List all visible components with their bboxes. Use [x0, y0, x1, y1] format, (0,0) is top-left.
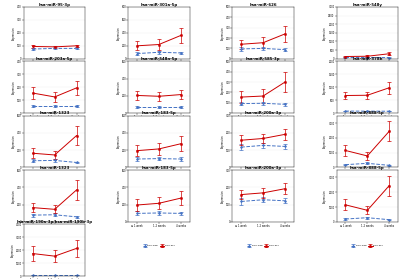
- Legend: PPCS-Neg, PPCS-Pos: PPCS-Neg, PPCS-Pos: [351, 190, 384, 192]
- Y-axis label: Expression: Expression: [116, 26, 120, 40]
- Title: hsa-miR-626: hsa-miR-626: [249, 3, 277, 7]
- Title: hsa-miR-888-5p: hsa-miR-888-5p: [350, 111, 385, 115]
- Title: hsa-miR-888-5p: hsa-miR-888-5p: [350, 166, 385, 170]
- Y-axis label: Expression: Expression: [12, 26, 16, 40]
- Title: hsa-miR-585-3p: hsa-miR-585-3p: [246, 57, 280, 61]
- Legend: PPCS-Neg, PPCS-Pos: PPCS-Neg, PPCS-Pos: [38, 245, 71, 246]
- Title: hsa-miR-378h: hsa-miR-378h: [352, 57, 382, 61]
- Legend: PPCS-Neg, PPCS-Pos: PPCS-Neg, PPCS-Pos: [247, 245, 280, 246]
- Y-axis label: Expression: Expression: [12, 80, 16, 94]
- Title: hsa-miR-95-3p: hsa-miR-95-3p: [39, 3, 70, 7]
- Title: hsa-miR-183-5p: hsa-miR-183-5p: [142, 166, 176, 170]
- Legend: PPCS-Neg, PPCS-Pos: PPCS-Neg, PPCS-Pos: [142, 82, 175, 83]
- Legend: PPCS-Neg, PPCS-Pos: PPCS-Neg, PPCS-Pos: [38, 190, 71, 192]
- Y-axis label: Expression: Expression: [116, 135, 120, 148]
- Title: hsa-miR-548n-5p: hsa-miR-548n-5p: [140, 57, 178, 61]
- Legend: PPCS-Neg, PPCS-Pos: PPCS-Neg, PPCS-Pos: [142, 136, 175, 138]
- Y-axis label: Expression: Expression: [323, 189, 327, 203]
- Title: hsa-miR-190a-3p/hsa-miR-190b-3p: hsa-miR-190a-3p/hsa-miR-190b-3p: [17, 220, 93, 224]
- Y-axis label: Expression: Expression: [220, 26, 224, 40]
- Y-axis label: Expression: Expression: [220, 135, 224, 148]
- Legend: PPCS-Neg, PPCS-Pos: PPCS-Neg, PPCS-Pos: [351, 136, 384, 138]
- Y-axis label: Expression: Expression: [12, 189, 16, 203]
- Y-axis label: Expression: Expression: [323, 135, 327, 148]
- Legend: PPCS-Neg, PPCS-Pos: PPCS-Neg, PPCS-Pos: [247, 82, 280, 83]
- Y-axis label: Expression: Expression: [323, 26, 327, 40]
- Y-axis label: Expression: Expression: [323, 80, 327, 94]
- Y-axis label: Expression: Expression: [12, 135, 16, 148]
- Legend: PPCS-Neg, PPCS-Pos: PPCS-Neg, PPCS-Pos: [351, 82, 384, 83]
- Y-axis label: Expression: Expression: [10, 244, 14, 257]
- Title: hsa-miR-183-5p: hsa-miR-183-5p: [142, 111, 176, 115]
- Title: hsa-miR-200a-3p: hsa-miR-200a-3p: [244, 166, 282, 170]
- Title: hsa-miR-1323: hsa-miR-1323: [40, 166, 70, 170]
- Legend: PPCS-Neg, PPCS-Pos: PPCS-Neg, PPCS-Pos: [142, 245, 175, 246]
- Title: hsa-miR-203a-5p: hsa-miR-203a-5p: [36, 57, 73, 61]
- Legend: PPCS-Neg, PPCS-Pos: PPCS-Neg, PPCS-Pos: [247, 190, 280, 192]
- Title: hsa-miR-200a-3p: hsa-miR-200a-3p: [244, 111, 282, 115]
- Legend: PPCS-Neg, PPCS-Pos: PPCS-Neg, PPCS-Pos: [351, 245, 384, 246]
- Legend: PPCS-Neg, PPCS-Pos: PPCS-Neg, PPCS-Pos: [38, 136, 71, 138]
- Legend: PPCS-Neg, PPCS-Pos: PPCS-Neg, PPCS-Pos: [247, 136, 280, 138]
- Y-axis label: Expression: Expression: [116, 189, 120, 203]
- Y-axis label: Expression: Expression: [220, 80, 224, 94]
- Legend: PPCS-Neg, PPCS-Pos: PPCS-Neg, PPCS-Pos: [142, 190, 175, 192]
- Y-axis label: Expression: Expression: [220, 189, 224, 203]
- Title: hsa-miR-1323: hsa-miR-1323: [40, 111, 70, 115]
- Title: hsa-miR-301a-5p: hsa-miR-301a-5p: [140, 3, 178, 7]
- Y-axis label: Expression: Expression: [116, 80, 120, 94]
- Title: hsa-miR-548y: hsa-miR-548y: [352, 3, 382, 7]
- Legend: PPCS-Neg, PPCS-Pos: PPCS-Neg, PPCS-Pos: [38, 82, 71, 83]
